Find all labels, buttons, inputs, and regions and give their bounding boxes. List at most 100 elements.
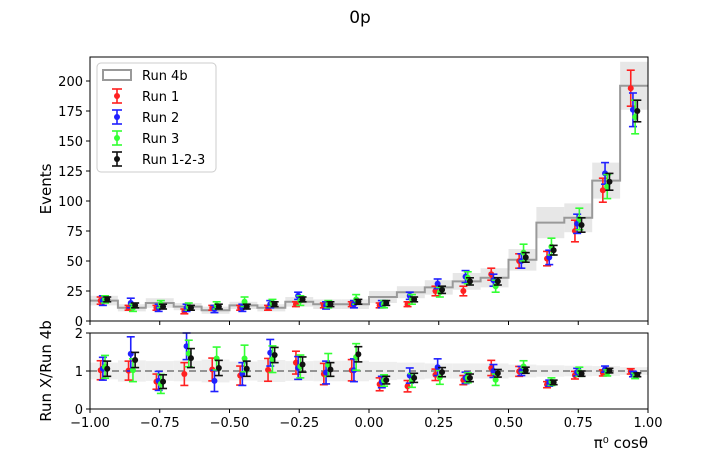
main-series-1-point [627, 85, 634, 92]
main-ytick-label-3: 75 [66, 225, 83, 240]
ratio-ytick-label-2: 2 [75, 327, 83, 342]
main-series-4-point [160, 303, 167, 310]
main-series-4-point [466, 278, 473, 285]
legend-swatch-point [114, 156, 120, 162]
ratio-xtick-label-8: 1.00 [634, 416, 663, 431]
ratio-series-4-point [104, 365, 111, 372]
main-series-4-point [132, 302, 139, 309]
legend-swatch-point [114, 93, 120, 99]
main-series-4-point [187, 304, 194, 311]
figure-title: 0p [349, 8, 371, 28]
main-series-1-point [599, 187, 606, 194]
legend-label-series-4: Run 1-2-3 [142, 153, 205, 168]
main-series-4-point [578, 222, 585, 228]
ratio-xtick-label-0: −1.00 [70, 416, 110, 431]
ratio-series-4-point [550, 379, 557, 386]
ratio-series-3-point [241, 355, 248, 362]
ratio-series-4-point [578, 370, 585, 377]
ratio-frame [89, 332, 649, 410]
ratio-series-1-point [181, 371, 188, 378]
ratio-series-4-point [160, 378, 167, 385]
ratio-series-3-point [129, 367, 136, 374]
main-series-4-point [271, 301, 278, 308]
ratio-series-4-point [466, 374, 473, 381]
main-series-4-point [550, 247, 557, 254]
ratio-panel: 0 1 2 −1.00 −0.75 −0.50 −0.25 0.00 0.25 0.50 0.75 1… [70, 327, 662, 431]
main-ytick-label-8: 200 [58, 75, 83, 90]
legend-label-run-4b: Run 4b [142, 69, 188, 84]
ratio-series-4-point [243, 365, 250, 372]
ratio-series-4-point [522, 367, 529, 374]
main-series-4-point [439, 286, 446, 293]
ratio-series-4-point [383, 377, 390, 384]
main-series-4-point [327, 301, 334, 308]
ratio-ytick-label-1: 1 [75, 365, 83, 380]
legend-swatch-point [114, 114, 120, 120]
ratio-xtick-label-2: −0.50 [210, 416, 250, 431]
ratio-series-3-point [492, 376, 499, 383]
main-series-2-point [434, 280, 441, 287]
ratio-series-2-point [434, 364, 441, 371]
legend-label-series-2: Run 2 [142, 111, 179, 126]
main-series-1-point [404, 301, 411, 308]
main-series-4-point [355, 298, 362, 305]
ratio-series-4-point [439, 369, 446, 376]
ratio-series-4-point [327, 366, 334, 373]
y-axis-label-main: Events [37, 163, 55, 214]
main-frame [89, 56, 649, 322]
main-series-4-point [299, 296, 306, 303]
ratio-series-1-point [265, 366, 272, 373]
main-series-4-point [606, 178, 613, 185]
ratio-series-4-point [411, 374, 418, 381]
ratio-series-2-point [211, 377, 218, 384]
legend: Run 4b Run 1 Run 2 Run 3 Run 1-2-3 [96, 62, 217, 173]
main-series-2-point [546, 254, 553, 261]
ratio-ytick-label-0: 0 [75, 403, 83, 418]
main-series-1-point [460, 288, 467, 294]
legend-swatch-point [114, 135, 120, 141]
main-ytick-label-1: 25 [66, 285, 83, 300]
ratio-series-4-point [494, 370, 501, 377]
ratio-series-4-point [215, 364, 222, 371]
main-ytick-label-7: 175 [58, 105, 83, 120]
legend-label-series-1: Run 1 [142, 90, 179, 105]
legend-frame [96, 62, 217, 173]
legend-swatch-run-4b [102, 69, 132, 81]
main-ytick-label-4: 100 [58, 195, 83, 210]
main-series-4-point [494, 278, 501, 285]
main-series-4-point [243, 303, 250, 310]
ratio-xtick-label-4: 0.00 [355, 416, 384, 431]
ratio-xtick-label-6: 0.50 [494, 416, 523, 431]
ratio-uncertainty-band [536, 365, 565, 377]
ratio-series-4-point [299, 361, 306, 368]
main-ytick-label-5: 125 [58, 165, 83, 180]
ratio-uncertainty-band [173, 360, 202, 382]
main-series-4-point [215, 303, 222, 310]
main-series-4-point [104, 296, 111, 303]
reference-step-line [90, 84, 648, 312]
ratio-xtick-label-1: −0.75 [140, 416, 180, 431]
main-ytick-label-0: 0 [75, 315, 83, 330]
ratio-series-4-point [634, 371, 641, 378]
main-series-3-point [241, 298, 248, 305]
ratio-series-4-point [271, 352, 278, 359]
ratio-xtick-label-7: 0.75 [564, 416, 593, 431]
legend-label-series-3: Run 3 [142, 132, 179, 147]
ratio-series-4-point [355, 351, 362, 358]
x-axis-label: π⁰ cosθ [594, 434, 648, 452]
main-panel: 0 25 50 75 100 125 150 175 200 [58, 56, 649, 330]
main-series-4-point [634, 108, 641, 114]
main-series-4-point [522, 254, 529, 261]
main-series-4-point [383, 300, 390, 306]
ratio-series-4-point [606, 367, 613, 374]
main-ytick-label-2: 50 [66, 255, 83, 270]
y-axis-label-ratio: Run X/Run 4b [37, 320, 55, 421]
ratio-series-4-point [132, 356, 139, 363]
ratio-xtick-label-3: −0.25 [279, 416, 319, 431]
ratio-xtick-label-5: 0.25 [424, 416, 453, 431]
ratio-series-1-point [404, 383, 411, 390]
ratio-series-4-point [187, 355, 194, 362]
main-ytick-label-6: 150 [58, 135, 83, 150]
main-series-4-point [411, 296, 418, 303]
